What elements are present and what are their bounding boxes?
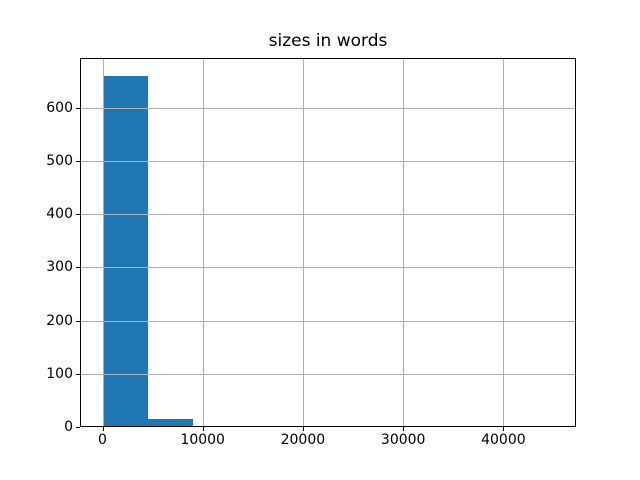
y-tick-mark [76, 374, 80, 375]
y-tick-label: 500 [46, 153, 73, 169]
histogram-bar [147, 419, 193, 427]
x-gridline [103, 58, 104, 427]
y-gridline [80, 108, 576, 109]
y-gridline [80, 374, 576, 375]
x-tick-label: 10000 [180, 432, 225, 448]
y-gridline [80, 161, 576, 162]
x-tick-label: 30000 [380, 432, 426, 448]
x-gridline [203, 58, 204, 427]
x-gridline [403, 58, 404, 427]
x-tick-mark [203, 427, 204, 431]
y-tick-mark [76, 214, 80, 215]
x-tick-label: 40000 [481, 432, 526, 448]
y-tick-label: 100 [46, 366, 73, 382]
y-tick-mark [76, 108, 80, 109]
y-tick-label: 0 [64, 419, 73, 435]
y-tick-mark [76, 427, 80, 428]
x-tick-mark [503, 427, 504, 431]
y-tick-label: 200 [46, 313, 73, 329]
x-tick-mark [303, 427, 304, 431]
y-tick-label: 300 [46, 259, 73, 275]
y-tick-mark [76, 321, 80, 322]
x-gridline [303, 58, 304, 427]
y-tick-mark [76, 161, 80, 162]
x-tick-mark [103, 427, 104, 431]
x-tick-mark [403, 427, 404, 431]
histogram-bar [102, 75, 148, 427]
x-tick-label: 0 [98, 432, 107, 448]
plot-area [80, 58, 576, 427]
y-gridline [80, 267, 576, 268]
y-tick-mark [76, 267, 80, 268]
y-tick-label: 600 [46, 100, 73, 116]
x-tick-label: 20000 [280, 432, 326, 448]
y-gridline [80, 321, 576, 322]
chart-title: sizes in words [268, 31, 388, 51]
x-gridline [503, 58, 504, 427]
y-gridline [80, 214, 576, 215]
y-tick-label: 400 [46, 206, 73, 222]
